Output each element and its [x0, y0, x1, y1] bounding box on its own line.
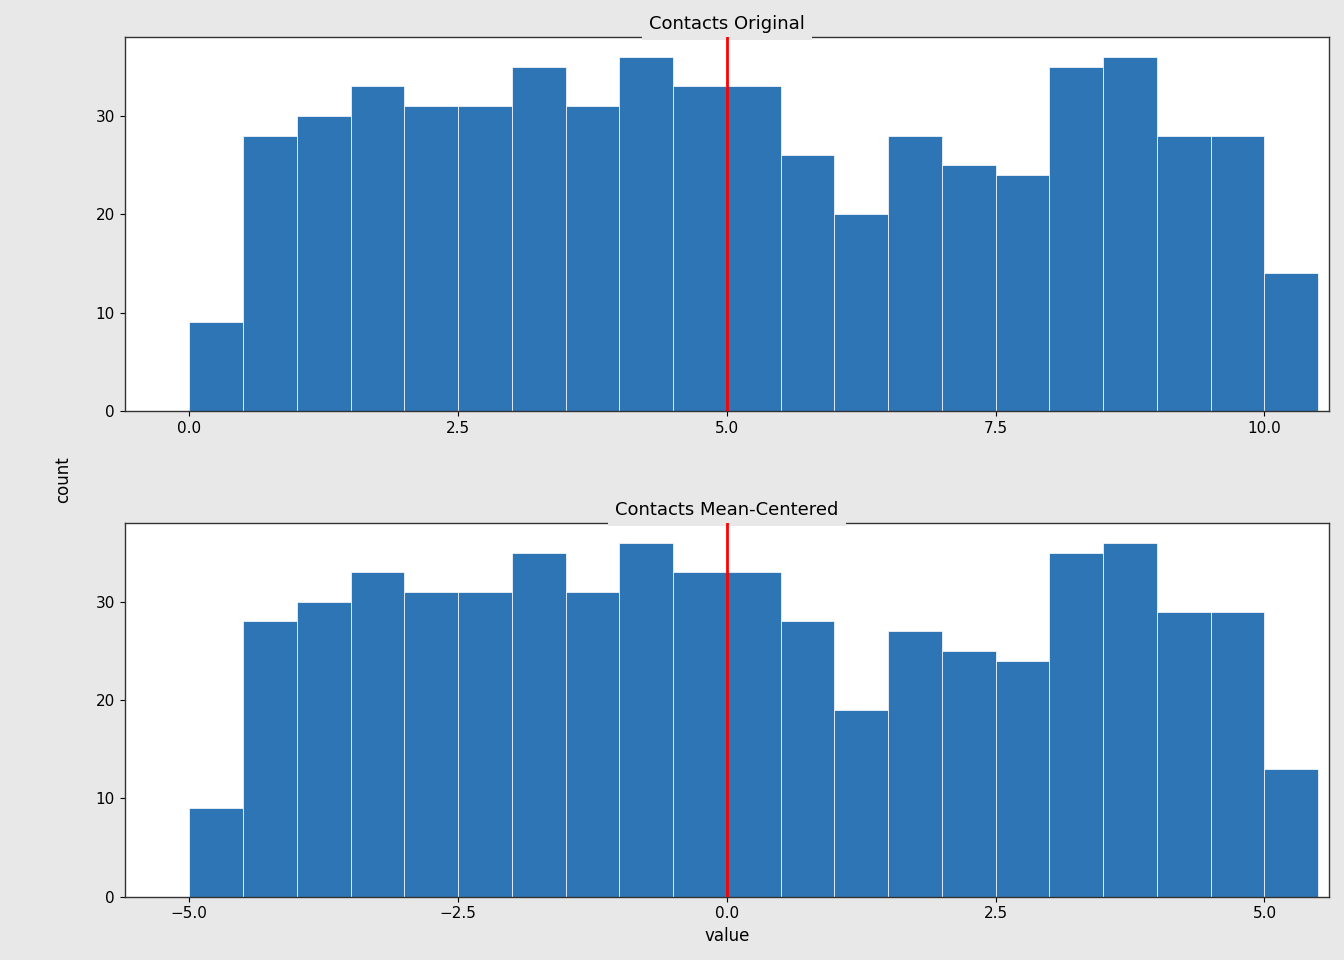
- Text: count: count: [54, 457, 71, 503]
- Bar: [727, 86, 781, 411]
- Bar: [351, 86, 405, 411]
- Bar: [243, 135, 297, 411]
- Bar: [297, 602, 351, 897]
- Bar: [1211, 135, 1265, 411]
- Bar: [512, 67, 566, 411]
- Title: Contacts Mean-Centered: Contacts Mean-Centered: [616, 501, 839, 518]
- Bar: [996, 660, 1050, 897]
- Bar: [458, 107, 512, 411]
- Bar: [1211, 612, 1265, 897]
- Bar: [835, 709, 888, 897]
- Bar: [458, 592, 512, 897]
- Title: Contacts Original: Contacts Original: [649, 15, 805, 33]
- Bar: [243, 621, 297, 897]
- Bar: [942, 165, 996, 411]
- Bar: [512, 553, 566, 897]
- Bar: [888, 632, 942, 897]
- Bar: [620, 542, 673, 897]
- Bar: [351, 572, 405, 897]
- Bar: [297, 116, 351, 411]
- Bar: [1103, 542, 1157, 897]
- Bar: [1265, 274, 1318, 411]
- Bar: [190, 323, 243, 411]
- Bar: [566, 107, 620, 411]
- Bar: [1157, 135, 1211, 411]
- Bar: [673, 86, 727, 411]
- Bar: [1265, 769, 1318, 897]
- Bar: [781, 156, 835, 411]
- Bar: [1157, 612, 1211, 897]
- Bar: [673, 572, 727, 897]
- Bar: [405, 592, 458, 897]
- Bar: [405, 107, 458, 411]
- Bar: [620, 57, 673, 411]
- Bar: [781, 621, 835, 897]
- Bar: [566, 592, 620, 897]
- Bar: [1050, 553, 1103, 897]
- Bar: [190, 808, 243, 897]
- Bar: [1103, 57, 1157, 411]
- Bar: [835, 214, 888, 411]
- Bar: [996, 175, 1050, 411]
- X-axis label: value: value: [704, 927, 750, 945]
- Bar: [1050, 67, 1103, 411]
- Bar: [888, 135, 942, 411]
- Bar: [942, 651, 996, 897]
- Bar: [727, 572, 781, 897]
